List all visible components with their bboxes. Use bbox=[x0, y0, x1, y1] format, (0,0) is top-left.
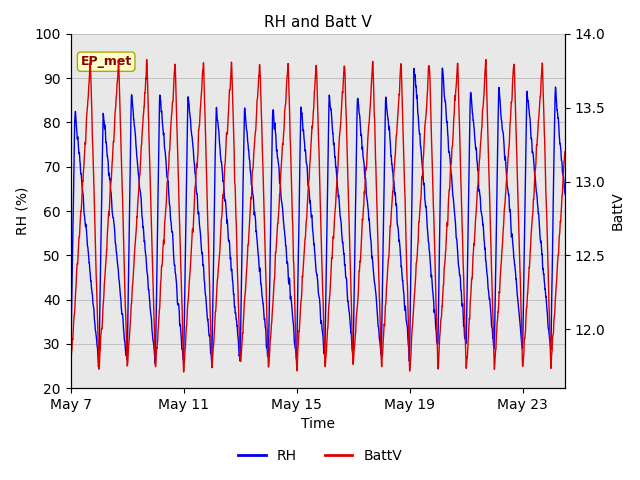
Line: RH: RH bbox=[70, 68, 565, 367]
BattV bbox=[388, 194, 396, 200]
RH bbox=[474, 160, 481, 166]
BattV bbox=[143, 57, 150, 62]
BattV bbox=[67, 365, 74, 371]
BattV bbox=[474, 189, 481, 195]
RH bbox=[388, 165, 396, 171]
BattV bbox=[256, 62, 264, 68]
RH bbox=[364, 197, 371, 203]
RH bbox=[256, 268, 264, 274]
RH bbox=[438, 65, 446, 71]
RH bbox=[436, 236, 444, 242]
Text: EP_met: EP_met bbox=[81, 55, 132, 68]
BattV bbox=[180, 369, 188, 375]
Line: BattV: BattV bbox=[70, 60, 565, 372]
BattV bbox=[157, 282, 164, 288]
RH bbox=[67, 353, 74, 359]
BattV bbox=[436, 334, 444, 340]
Y-axis label: RH (%): RH (%) bbox=[15, 187, 29, 235]
Legend: RH, BattV: RH, BattV bbox=[232, 443, 408, 468]
X-axis label: Time: Time bbox=[301, 418, 335, 432]
Title: RH and Batt V: RH and Batt V bbox=[264, 15, 372, 30]
BattV bbox=[561, 149, 569, 155]
RH bbox=[95, 364, 102, 370]
RH bbox=[561, 191, 569, 197]
RH bbox=[157, 97, 164, 103]
BattV bbox=[364, 147, 371, 153]
Y-axis label: BattV: BattV bbox=[611, 192, 625, 230]
